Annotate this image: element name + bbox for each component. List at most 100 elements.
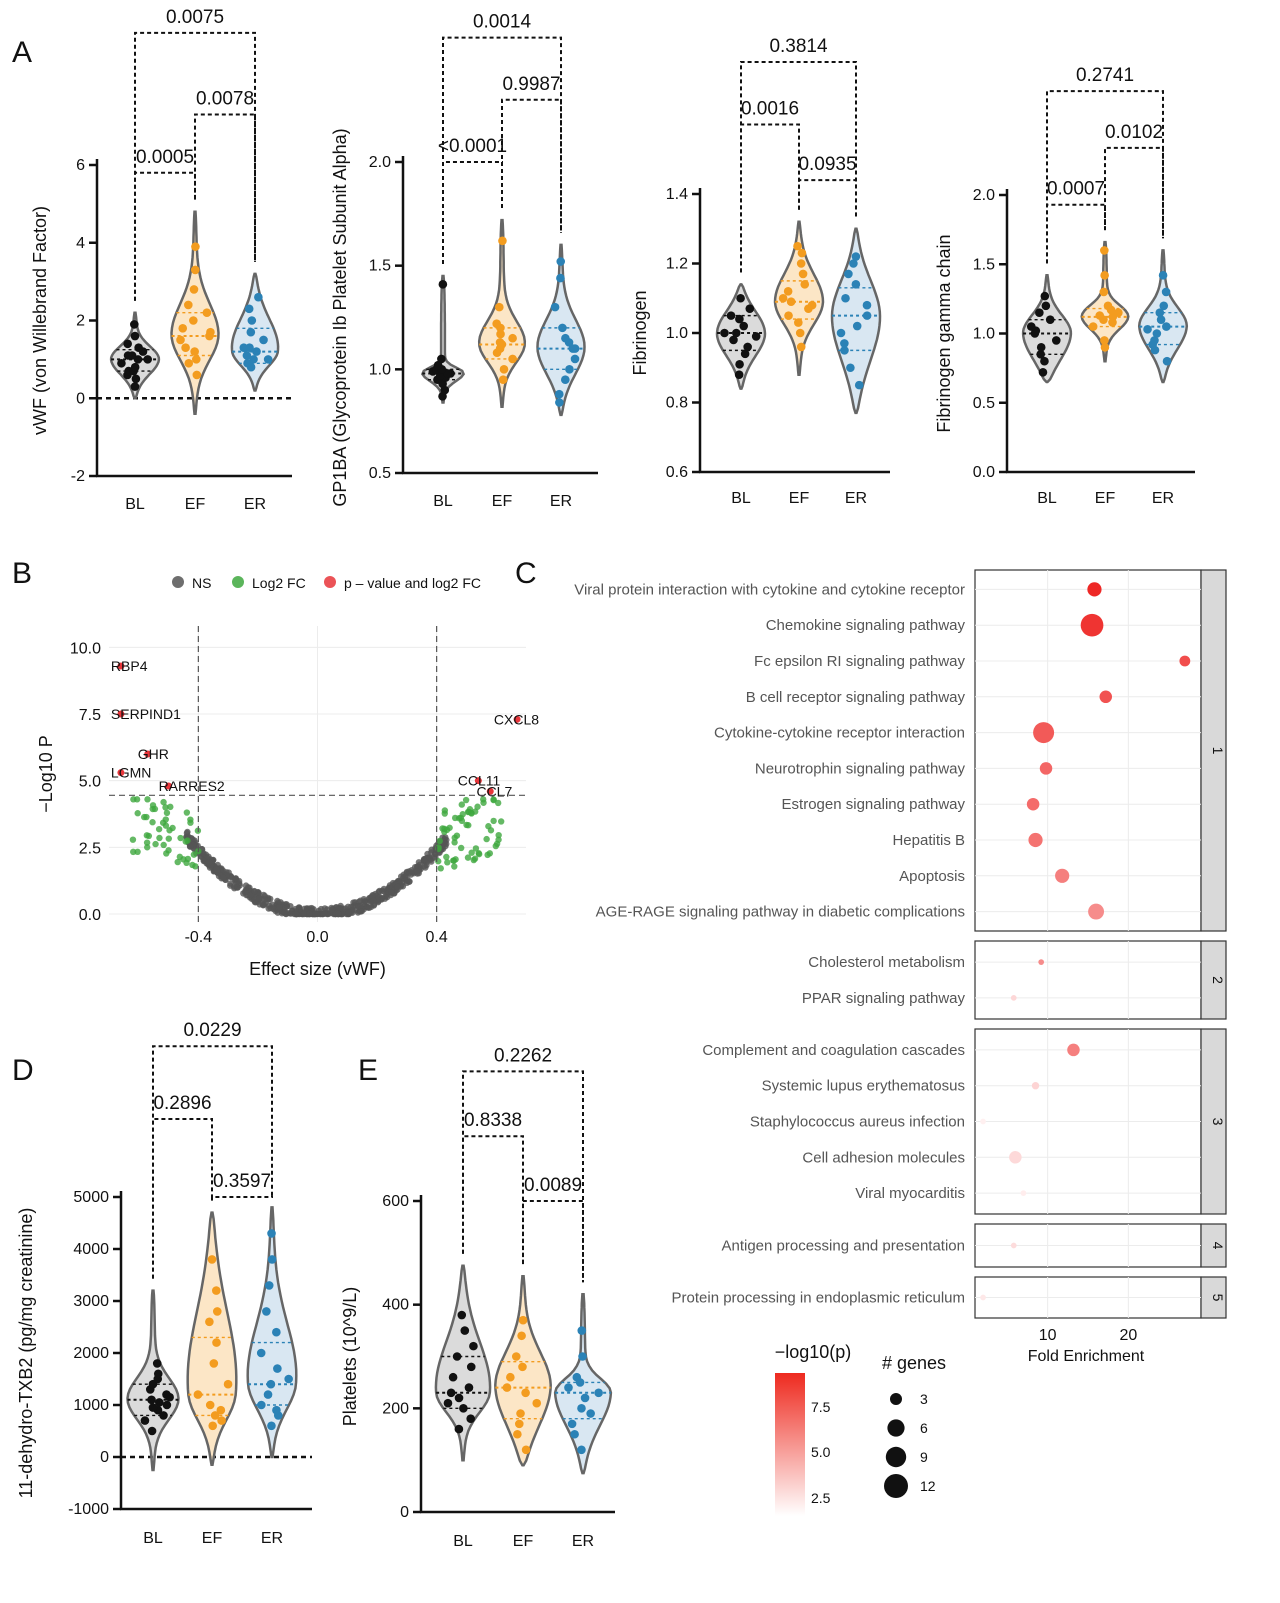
enrichment-dot <box>1088 903 1105 920</box>
data-point-BL <box>734 370 744 380</box>
data-point-ER <box>849 259 858 268</box>
pathway-label: Viral myocarditis <box>855 1185 965 1202</box>
fc-point <box>462 796 470 804</box>
data-point-BL <box>446 1388 456 1398</box>
facet-label: 4 <box>1210 1242 1226 1250</box>
ns-point <box>357 902 364 909</box>
ns-point <box>347 903 355 911</box>
data-point-ER <box>565 365 574 374</box>
data-point-ER <box>586 1409 595 1418</box>
violin-panel-A3: 0.6 0.8 1.0 1.2 1.4 Fibrinogen BL EF ER 0.0935 0.0… <box>630 36 890 507</box>
fc-point <box>167 803 174 811</box>
data-point-ER <box>554 389 564 399</box>
data-point-BL <box>1036 349 1045 359</box>
data-point-EF <box>205 1400 215 1410</box>
data-point-ER <box>1158 271 1168 280</box>
data-point-EF <box>521 1445 531 1455</box>
data-point-BL <box>469 1341 478 1351</box>
data-point-BL <box>147 1426 157 1436</box>
data-point-EF <box>506 1372 515 1382</box>
fc-point <box>187 816 194 823</box>
data-point-ER <box>249 355 258 364</box>
y-tick-label: 0.5 <box>973 395 995 412</box>
fc-point <box>468 849 475 856</box>
data-point-BL <box>1045 315 1055 324</box>
enrichment-dot <box>980 1294 986 1301</box>
data-point-ER <box>564 1383 573 1392</box>
data-point-EF <box>190 347 199 356</box>
ns-point <box>261 896 268 903</box>
fc-point <box>450 857 458 864</box>
size-legend-dot <box>890 1393 902 1405</box>
data-point-ER <box>594 1388 603 1398</box>
data-point-EF <box>176 335 185 345</box>
x-tick-label: ER <box>845 490 867 507</box>
x-tick-label: EF <box>202 1530 223 1547</box>
gene-label: LGMN <box>111 765 151 781</box>
panel-label-B: B <box>12 557 32 590</box>
ns-point <box>398 873 405 880</box>
comparison-bracket <box>194 113 256 262</box>
significant-point <box>474 777 482 785</box>
data-point-BL <box>751 332 761 341</box>
data-point-ER <box>1161 287 1171 297</box>
data-point-ER <box>242 351 252 360</box>
ns-point <box>267 895 274 903</box>
data-point-EF <box>508 333 517 343</box>
data-point-BL <box>460 1326 470 1335</box>
ns-point <box>370 897 377 904</box>
enrichment-dot <box>1055 868 1070 883</box>
ns-point <box>376 887 383 895</box>
data-point-BL <box>729 335 738 345</box>
data-point-EF <box>191 242 200 251</box>
legend-marker <box>172 576 184 588</box>
violin-EF <box>1080 240 1130 363</box>
y-tick-label: 1.0 <box>666 325 688 342</box>
y-tick-label: 2.0 <box>369 154 391 171</box>
y-tick-label: 5.0 <box>79 774 101 791</box>
fc-point <box>458 817 466 825</box>
facet-label: 2 <box>1210 976 1226 984</box>
data-point-BL <box>162 1390 171 1399</box>
panel-label-D: D <box>12 1054 34 1087</box>
data-point-ER <box>257 1400 266 1410</box>
data-point-EF <box>511 1352 521 1361</box>
comparison-bracket <box>442 36 562 265</box>
ns-point <box>394 883 401 890</box>
data-point-ER <box>841 293 850 303</box>
y-tick-label: 4 <box>76 235 85 252</box>
y-tick-label: 2000 <box>73 1345 109 1362</box>
data-point-EF <box>1114 308 1123 318</box>
data-point-EF <box>223 1379 233 1389</box>
p-value-label: 0.3814 <box>769 36 828 57</box>
fc-point <box>451 839 458 846</box>
data-point-EF <box>798 269 808 279</box>
ns-point <box>251 887 258 895</box>
fc-point <box>487 827 495 834</box>
y-tick-label: 0.0 <box>79 907 101 924</box>
y-axis-title: GP1BA (Glycoprotein Ib Platelet Subunit … <box>330 128 350 506</box>
pathway-label: Apoptosis <box>899 868 965 885</box>
data-point-BL <box>443 1398 453 1408</box>
y-tick-label: 1.4 <box>666 186 688 203</box>
data-point-ER <box>561 375 570 385</box>
fc-point <box>490 796 497 803</box>
x-tick-label: EF <box>492 493 513 510</box>
data-point-EF <box>189 285 199 294</box>
fc-point <box>457 844 465 852</box>
x-tick-label: 0.0 <box>306 929 328 946</box>
y-tick-label: 10.0 <box>70 640 101 657</box>
fc-point <box>480 799 487 806</box>
data-point-BL <box>1040 291 1050 301</box>
data-point-ER <box>254 292 263 302</box>
size-legend-label: 12 <box>920 1478 936 1494</box>
x-tick-label: EF <box>1095 490 1116 507</box>
x-tick-label: 10 <box>1039 1327 1057 1344</box>
data-point-EF <box>184 300 193 310</box>
fc-point <box>152 840 159 848</box>
y-tick-label: 7.5 <box>79 707 101 724</box>
data-point-EF <box>496 329 505 339</box>
data-point-BL <box>454 1424 464 1434</box>
pathway-label: Neurotrophin signaling pathway <box>755 760 966 777</box>
